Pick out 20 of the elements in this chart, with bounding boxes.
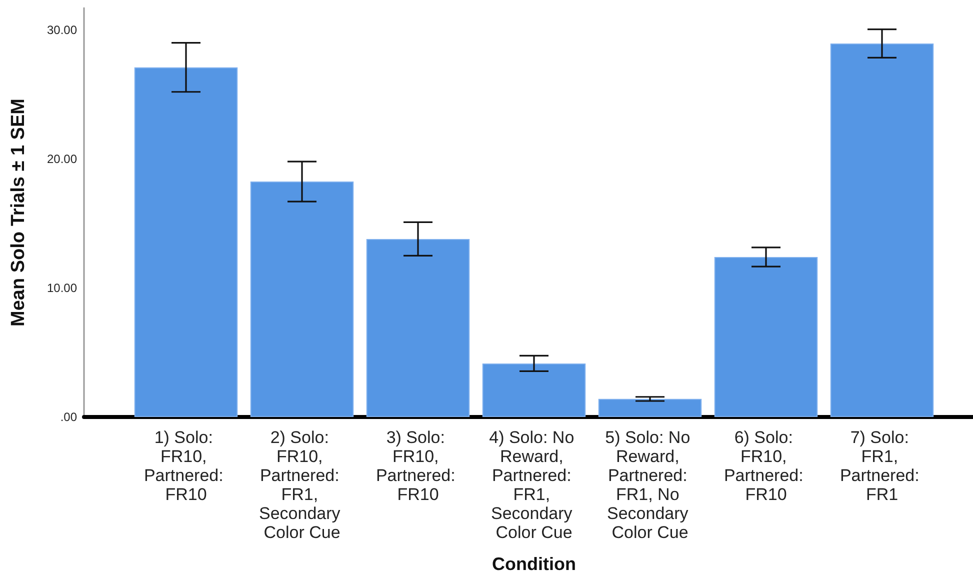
bar <box>830 43 934 417</box>
bar <box>366 238 470 417</box>
bar <box>134 67 238 417</box>
x-tick-label: 5) Solo: No Reward, Partnered: FR1, No Secondary Color Cue <box>605 428 695 542</box>
x-tick-label: 2) Solo: FR10, Partnered: FR1, Secondary Color Cue <box>259 428 345 542</box>
y-tick-label: 10.00 <box>46 280 78 295</box>
x-tick-label: 7) Solo: FR1, Partnered: FR1 <box>840 428 924 504</box>
x-tick-label: 4) Solo: No Reward, Partnered: FR1, Secondary Color Cue <box>489 428 579 542</box>
y-axis-title: Mean Solo Trials ± 1 SEM <box>8 98 29 326</box>
y-tick-label: .00 <box>60 410 78 424</box>
y-tick-label: 20.00 <box>46 152 78 166</box>
x-tick-label: 6) Solo: FR10, Partnered: FR10 <box>724 428 808 504</box>
bar <box>482 363 586 417</box>
bar <box>714 257 818 417</box>
x-tick-label: 1) Solo: FR10, Partnered: FR10 <box>144 428 228 504</box>
x-axis-title: Condition <box>492 554 576 574</box>
bar <box>598 398 702 417</box>
bar <box>250 182 354 417</box>
x-tick-label: 3) Solo: FR10, Partnered: FR10 <box>376 428 460 504</box>
y-tick-label: 30.00 <box>46 22 78 37</box>
